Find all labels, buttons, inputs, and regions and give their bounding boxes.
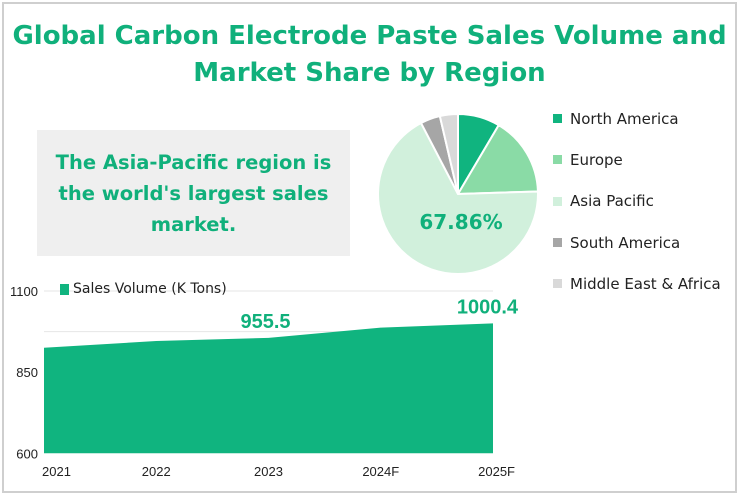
x-tick-label: 2023 <box>254 464 283 479</box>
legend-item: Middle East & Africa <box>553 263 721 304</box>
title-line-2: Market Share by Region <box>193 58 546 88</box>
area-legend: Sales Volume (K Tons) <box>60 281 227 297</box>
title-line-1: Global Carbon Electrode Paste Sales Volu… <box>12 21 727 51</box>
legend-item: North America <box>553 98 721 139</box>
legend-label: South America <box>570 233 681 252</box>
pie-slice-middle-east-africa <box>438 112 459 195</box>
pie-legend: North America Europe Asia Pacific South Ame… <box>553 98 721 304</box>
x-tick-label: 2024F <box>362 464 399 479</box>
legend-label: Asia Pacific <box>570 192 654 211</box>
x-tick-label: 2021 <box>42 464 71 479</box>
chart-title: Global Carbon Electrode Paste Sales Volu… <box>0 18 739 92</box>
legend-item: South America <box>553 222 721 263</box>
y-tick-label: 850 <box>16 365 38 380</box>
data-label: 955.5 <box>240 311 290 333</box>
legend-swatch <box>60 283 69 295</box>
legend-label: Sales Volume (K Tons) <box>73 281 227 297</box>
legend-swatch <box>553 196 562 206</box>
y-tick-label: 600 <box>16 446 38 461</box>
callout-box: The Asia-Pacific region is the world's l… <box>37 130 350 256</box>
legend-item: Europe <box>553 139 721 180</box>
data-label: 1000.4 <box>457 296 519 318</box>
pie-slice-europe <box>456 123 539 196</box>
legend-swatch <box>553 155 562 165</box>
legend-swatch <box>553 279 562 289</box>
legend-swatch <box>553 238 562 248</box>
legend-item: Asia Pacific <box>553 181 721 222</box>
legend-label: North America <box>570 109 679 128</box>
pie-data-label: 67.86% <box>419 210 502 234</box>
legend-label: Middle East & Africa <box>570 274 721 293</box>
legend-label: Europe <box>570 150 623 169</box>
x-tick-label: 2025F <box>478 464 515 479</box>
legend-swatch <box>553 114 562 124</box>
pie-slice-asia-pacific <box>377 121 539 275</box>
y-tick-label: 1100 <box>10 284 38 299</box>
callout-text: The Asia-Pacific region is the world's l… <box>55 150 332 236</box>
area-series <box>44 323 493 454</box>
x-tick-label: 2022 <box>142 464 171 479</box>
